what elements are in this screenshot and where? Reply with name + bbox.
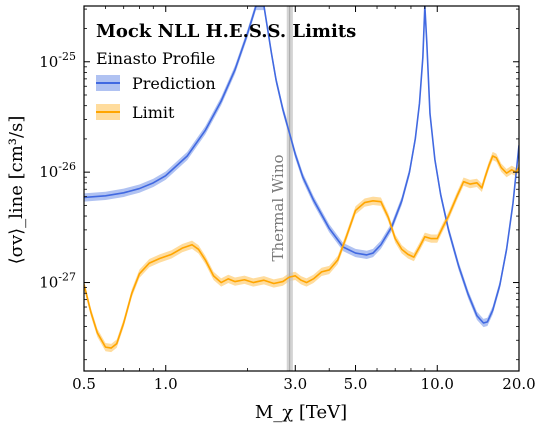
legend-subtitle: Einasto Profile [96,49,215,68]
x-tick-label: 10.0 [421,375,454,393]
legend: Mock NLL H.E.S.S. Limits Einasto Profile… [96,21,356,122]
x-tick-label: 0.5 [72,375,96,393]
thermal-wino-band [286,6,293,371]
x-tick-label: 5.0 [344,375,368,393]
x-axis-ticks: 0.5 1.0 3.0 5.0 10.0 20.0 [72,6,536,393]
y-tick-label: 10-26 [39,160,76,181]
x-tick-label: 3.0 [283,375,307,393]
y-axis-label: ⟨σv⟩_line [cm³/s] [6,116,27,265]
uncertainty-bands [84,6,519,353]
legend-limit-label: Limit [132,103,175,122]
series-line-limit [84,155,519,349]
y-axis-ticks: 10-27 10-26 10-25 [39,8,519,361]
y-tick-label: 10-27 [39,271,76,292]
x-axis-label: M_χ [TeV] [255,402,347,423]
legend-prediction-label: Prediction [132,74,216,93]
series-lines [84,6,519,349]
legend-title: Mock NLL H.E.S.S. Limits [96,21,356,42]
y-tick-label: 10-25 [39,50,76,71]
series-line-prediction [84,6,519,324]
series-band-limit [84,151,519,353]
thermal-wino-label: Thermal Wino [269,154,287,261]
x-tick-label: 1.0 [154,375,178,393]
plot-frame [83,5,520,372]
x-tick-label: 20.0 [502,375,535,393]
